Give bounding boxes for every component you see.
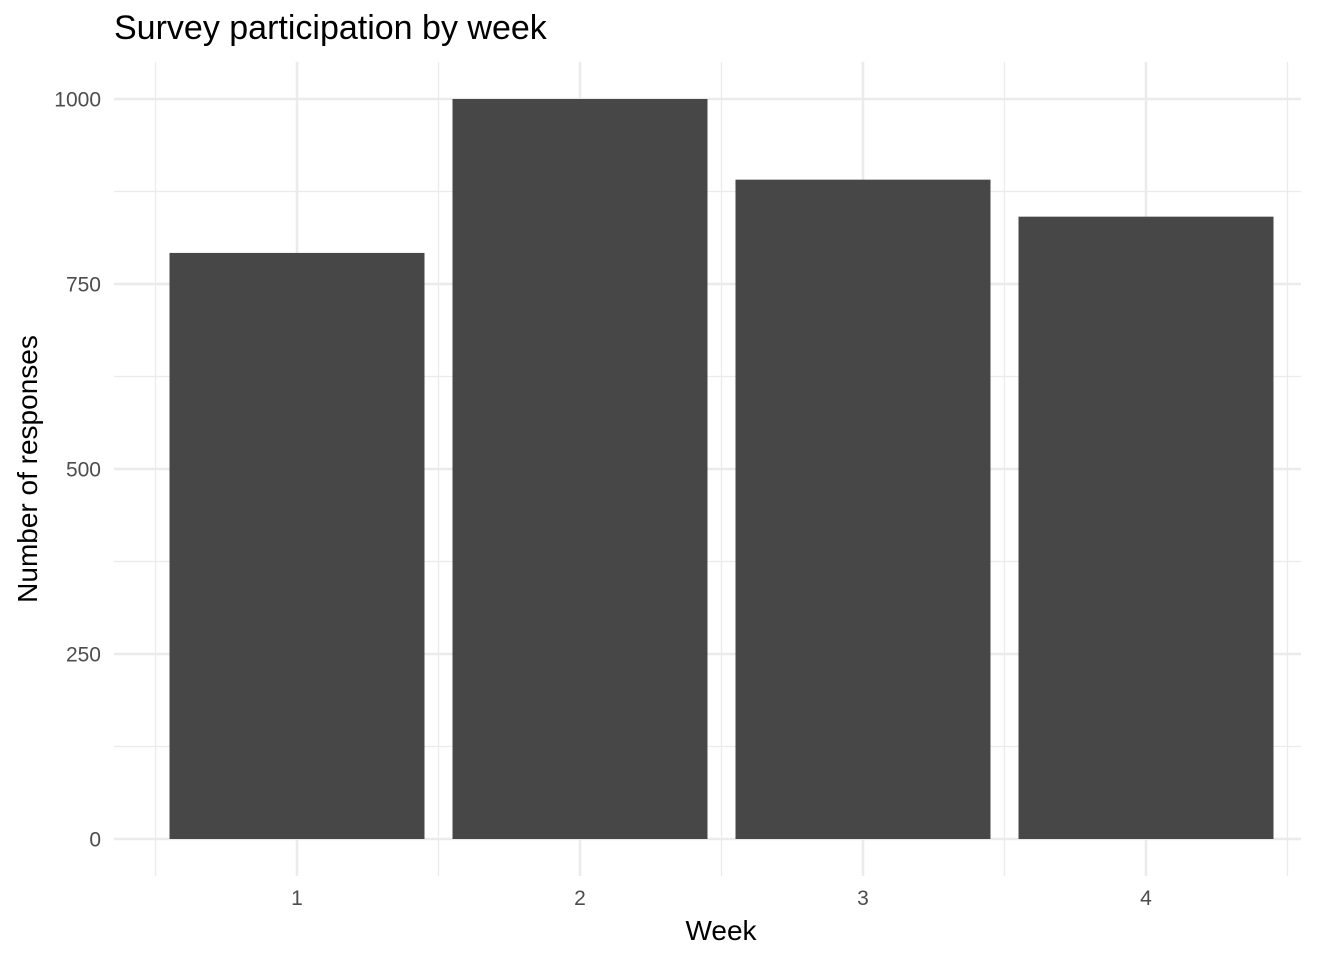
y-tick-label: 250	[66, 644, 101, 667]
x-tick-label: 1	[291, 887, 303, 910]
bar-week-2	[452, 99, 708, 839]
x-tick-label: 3	[857, 887, 869, 910]
y-tick-label: 0	[89, 829, 101, 852]
y-tick-label: 750	[66, 274, 101, 297]
chart-title: Survey participation by week	[114, 9, 548, 47]
y-tick-label: 500	[66, 459, 101, 482]
tick-labels: 0 250 500 750 1000 1 2 3 4	[54, 89, 1152, 911]
x-tick-label: 4	[1140, 887, 1152, 910]
bars	[169, 99, 1274, 840]
bar-week-4	[1018, 216, 1274, 839]
y-axis-title: Number of responses	[12, 335, 43, 603]
y-tick-label: 1000	[54, 89, 101, 112]
x-tick-label: 2	[574, 887, 586, 910]
bar-week-1	[169, 252, 425, 840]
bar-week-3	[735, 179, 991, 839]
x-axis-title: Week	[685, 915, 757, 946]
